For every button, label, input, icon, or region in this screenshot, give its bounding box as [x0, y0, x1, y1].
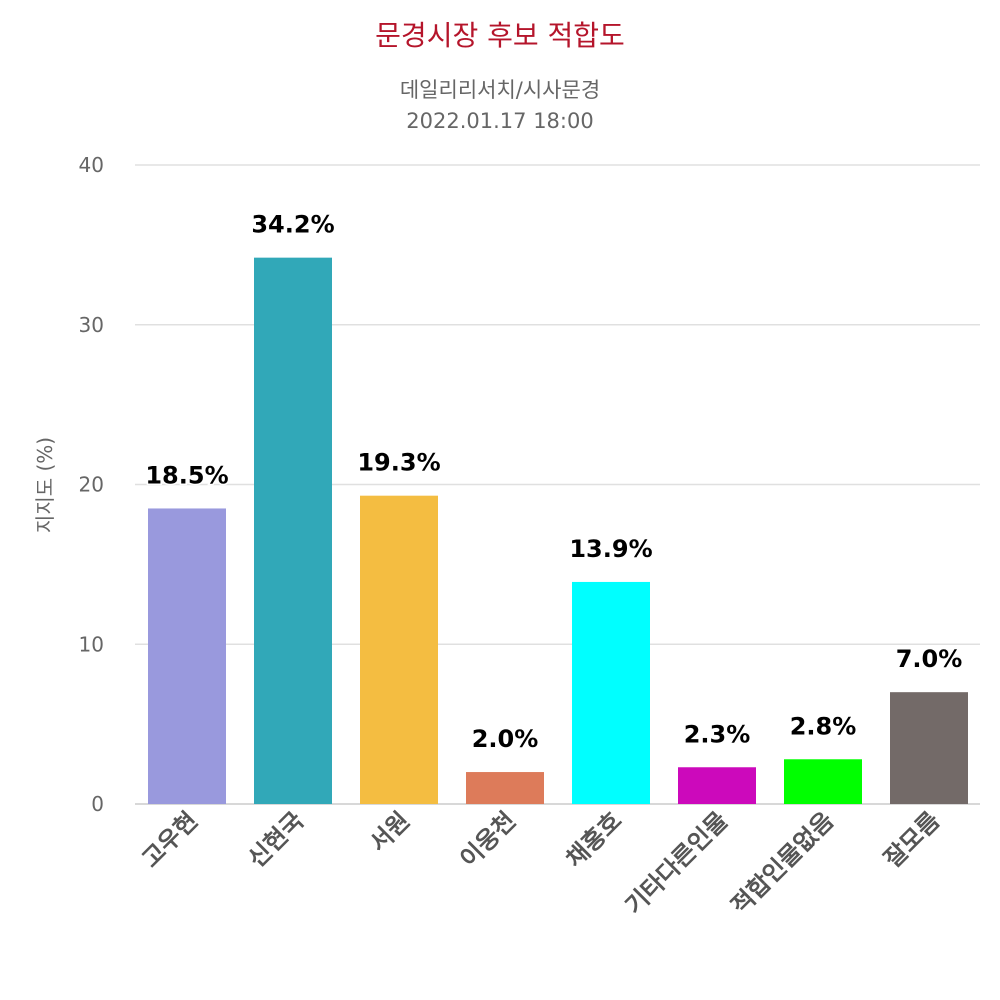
y-axis-ticks: 0 10 20 30 40 — [79, 153, 104, 816]
x-tick-label: 기타다른인물 — [620, 806, 733, 919]
data-label: 2.0% — [472, 725, 539, 753]
chart-subtitle-date: 2022.01.17 18:00 — [406, 109, 593, 133]
data-label: 2.3% — [684, 720, 751, 748]
y-tick-label: 0 — [91, 792, 104, 816]
bars — [148, 257, 968, 804]
y-tick-label: 40 — [79, 153, 104, 177]
bar-3 — [466, 772, 544, 804]
x-tick-label: 신현국 — [243, 806, 310, 873]
x-tick-label: 채홍호 — [561, 806, 628, 873]
y-tick-label: 30 — [79, 313, 104, 337]
bar-6 — [784, 759, 862, 804]
data-label: 19.3% — [357, 449, 440, 477]
y-tick-label: 20 — [79, 473, 104, 497]
chart-title: 문경시장 후보 적합도 — [375, 19, 625, 52]
bar-2 — [360, 495, 438, 804]
data-labels: 18.5% 34.2% 19.3% 2.0% 13.9% 2.3% 2.8% 7.0% — [144, 209, 964, 754]
x-tick-label: 이웅천 — [455, 806, 522, 873]
x-tick-label: 잘모름 — [879, 806, 946, 873]
y-tick-label: 10 — [79, 632, 104, 656]
chart-subtitle-source: 데일리리서치/시사문경 — [400, 78, 600, 102]
data-label: 2.8% — [790, 712, 857, 740]
data-label: 7.0% — [896, 645, 963, 673]
x-tick-label: 고우현 — [137, 806, 204, 873]
data-label: 34.2% — [251, 211, 334, 239]
x-tick-label: 적합인물없음 — [726, 806, 839, 919]
bar-1 — [254, 257, 332, 804]
bar-0 — [148, 508, 226, 804]
data-label: 18.5% — [145, 461, 228, 489]
bar-5 — [678, 767, 756, 804]
bar-7 — [890, 692, 968, 804]
bar-4 — [572, 581, 650, 804]
data-label: 13.9% — [569, 535, 652, 563]
x-tick-label: 서원 — [364, 806, 415, 857]
y-axis-label: 지지도 (%) — [33, 437, 57, 533]
